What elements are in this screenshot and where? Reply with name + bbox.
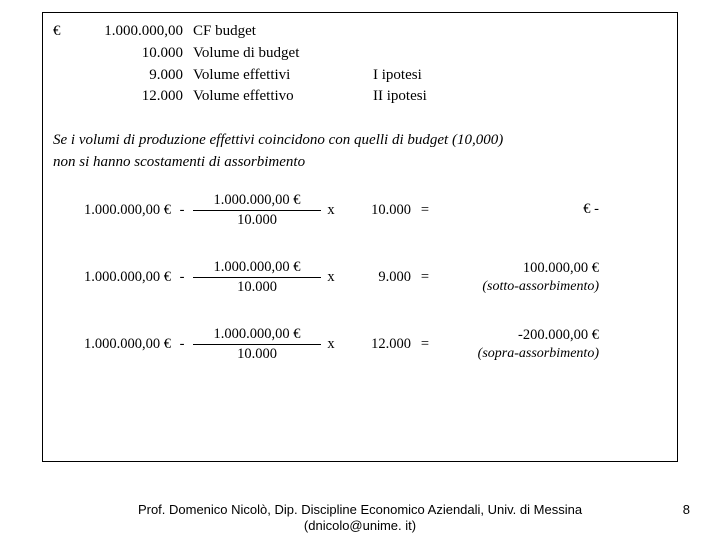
times-operator: x: [321, 269, 341, 286]
fraction-denominator: 10.000: [237, 278, 277, 296]
header-label: Volume effettivi: [193, 65, 373, 87]
slide: € 1.000.000,00 CF budget 10.000 Volume d…: [0, 0, 720, 540]
amount: 1.000.000,00 €: [53, 269, 171, 286]
result: -200.000,00 €: [518, 327, 599, 344]
fraction-numerator: 1.000.000,00 €: [193, 326, 321, 345]
times-operator: x: [321, 202, 341, 219]
equals-operator: =: [411, 202, 439, 219]
credit-line: (dnicolo@unime. it): [60, 518, 660, 534]
equals-operator: =: [411, 269, 439, 286]
header-value: 9.000: [83, 65, 193, 87]
note-line: Se i volumi di produzione effettivi coin…: [53, 130, 667, 152]
header-row: 10.000 Volume di budget: [53, 43, 667, 65]
header-value: 1.000.000,00: [83, 21, 193, 43]
minus-operator: -: [171, 202, 193, 219]
fraction-denominator: 10.000: [237, 345, 277, 363]
volume: 9.000: [341, 269, 411, 286]
result-block: 100.000,00 € (sotto-assorbimento): [439, 260, 599, 295]
header-note: II ipotesi: [373, 86, 427, 108]
result-note: (sopra-assorbimento): [478, 346, 599, 362]
minus-operator: -: [171, 336, 193, 353]
formula-row: 1.000.000,00 € - 1.000.000,00 € 10.000 x…: [53, 192, 667, 229]
equals-operator: =: [411, 336, 439, 353]
fraction-numerator: 1.000.000,00 €: [193, 192, 321, 211]
result-block: -200.000,00 € (sopra-assorbimento): [439, 327, 599, 362]
footer-credit: Prof. Domenico Nicolò, Dip. Discipline E…: [0, 502, 720, 535]
result: 100.000,00 €: [523, 260, 599, 277]
note-line: non si hanno scostamenti di assorbimento: [53, 152, 667, 174]
header-row: 9.000 Volume effettivi I ipotesi: [53, 65, 667, 87]
result-note: (sotto-assorbimento): [482, 279, 599, 295]
header-row: 12.000 Volume effettivo II ipotesi: [53, 86, 667, 108]
footer: Prof. Domenico Nicolò, Dip. Discipline E…: [0, 502, 720, 535]
header-label: Volume effettivo: [193, 86, 373, 108]
result: € -: [583, 201, 599, 218]
header-label: CF budget: [193, 21, 373, 43]
header-label: Volume di budget: [193, 43, 373, 65]
header-table: € 1.000.000,00 CF budget 10.000 Volume d…: [53, 21, 667, 108]
fraction: 1.000.000,00 € 10.000: [193, 259, 321, 296]
header-value: 12.000: [83, 86, 193, 108]
header-note: I ipotesi: [373, 65, 422, 87]
header-row: € 1.000.000,00 CF budget: [53, 21, 667, 43]
result-block: € -: [439, 201, 599, 220]
header-value: 10.000: [83, 43, 193, 65]
times-operator: x: [321, 336, 341, 353]
fraction-numerator: 1.000.000,00 €: [193, 259, 321, 278]
amount: 1.000.000,00 €: [53, 336, 171, 353]
volume: 10.000: [341, 202, 411, 219]
page-number: 8: [683, 502, 690, 517]
credit-line: Prof. Domenico Nicolò, Dip. Discipline E…: [60, 502, 660, 518]
currency-symbol: €: [53, 21, 83, 43]
note-paragraph: Se i volumi di produzione effettivi coin…: [53, 130, 667, 174]
fraction: 1.000.000,00 € 10.000: [193, 326, 321, 363]
volume: 12.000: [341, 336, 411, 353]
formulas: 1.000.000,00 € - 1.000.000,00 € 10.000 x…: [53, 192, 667, 363]
formula-row: 1.000.000,00 € - 1.000.000,00 € 10.000 x…: [53, 259, 667, 296]
content-box: € 1.000.000,00 CF budget 10.000 Volume d…: [42, 12, 678, 462]
fraction: 1.000.000,00 € 10.000: [193, 192, 321, 229]
fraction-denominator: 10.000: [237, 211, 277, 229]
amount: 1.000.000,00 €: [53, 202, 171, 219]
formula-row: 1.000.000,00 € - 1.000.000,00 € 10.000 x…: [53, 326, 667, 363]
minus-operator: -: [171, 269, 193, 286]
